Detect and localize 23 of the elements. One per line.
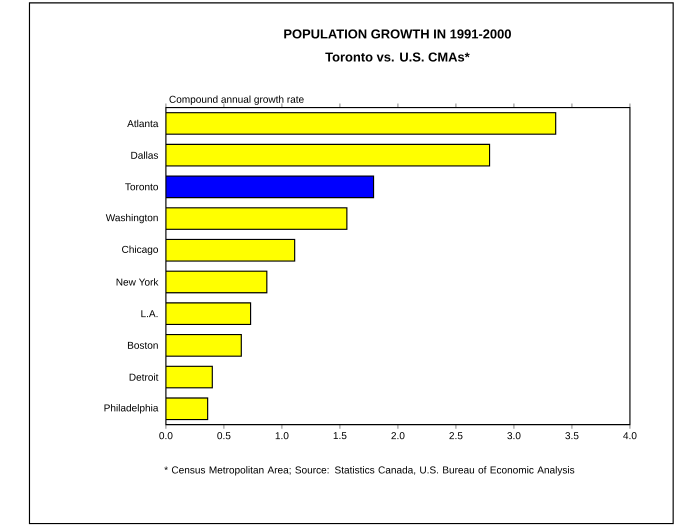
x-tick-label: 3.0	[507, 432, 521, 439]
x-tick-label: 4.0	[623, 432, 637, 439]
y-tick-label: Washington	[106, 214, 158, 223]
x-tick-label: 0.0	[159, 432, 172, 439]
y-tick-label: Atlanta	[127, 120, 158, 127]
y-tick-label: Chicago	[122, 245, 158, 255]
y-tick-label: New York	[116, 278, 158, 286]
y-tick-label: L.A.	[141, 310, 158, 317]
chart-subtitle: Toronto vs. U.S. CMAs*	[325, 52, 470, 62]
y-tick-label: Boston	[128, 342, 158, 349]
y-tick-label: Dallas	[131, 151, 158, 159]
x-tick-label: 0.5	[217, 432, 230, 439]
chart-title: POPULATION GROWTH IN 1991-2000	[284, 29, 511, 38]
x-tick-label: 1.0	[276, 432, 288, 439]
x-tick-label: 2.0	[391, 432, 405, 439]
y-tick-label: Philadelphia	[104, 404, 158, 414]
text: * Census Metropolitan Area; Source: Statistics Canada, U.S. Bureau of Economic Analysis	[164, 466, 574, 476]
y-tick-label: Detroit	[130, 373, 158, 381]
x-tick-label: 2.5	[449, 432, 462, 439]
x-tick-label: 3.5	[565, 432, 578, 439]
x-axis-title: Compound annual growth rate	[169, 95, 304, 105]
x-tick-label: 1.5	[334, 432, 346, 439]
y-tick-label: Toronto	[125, 183, 158, 190]
